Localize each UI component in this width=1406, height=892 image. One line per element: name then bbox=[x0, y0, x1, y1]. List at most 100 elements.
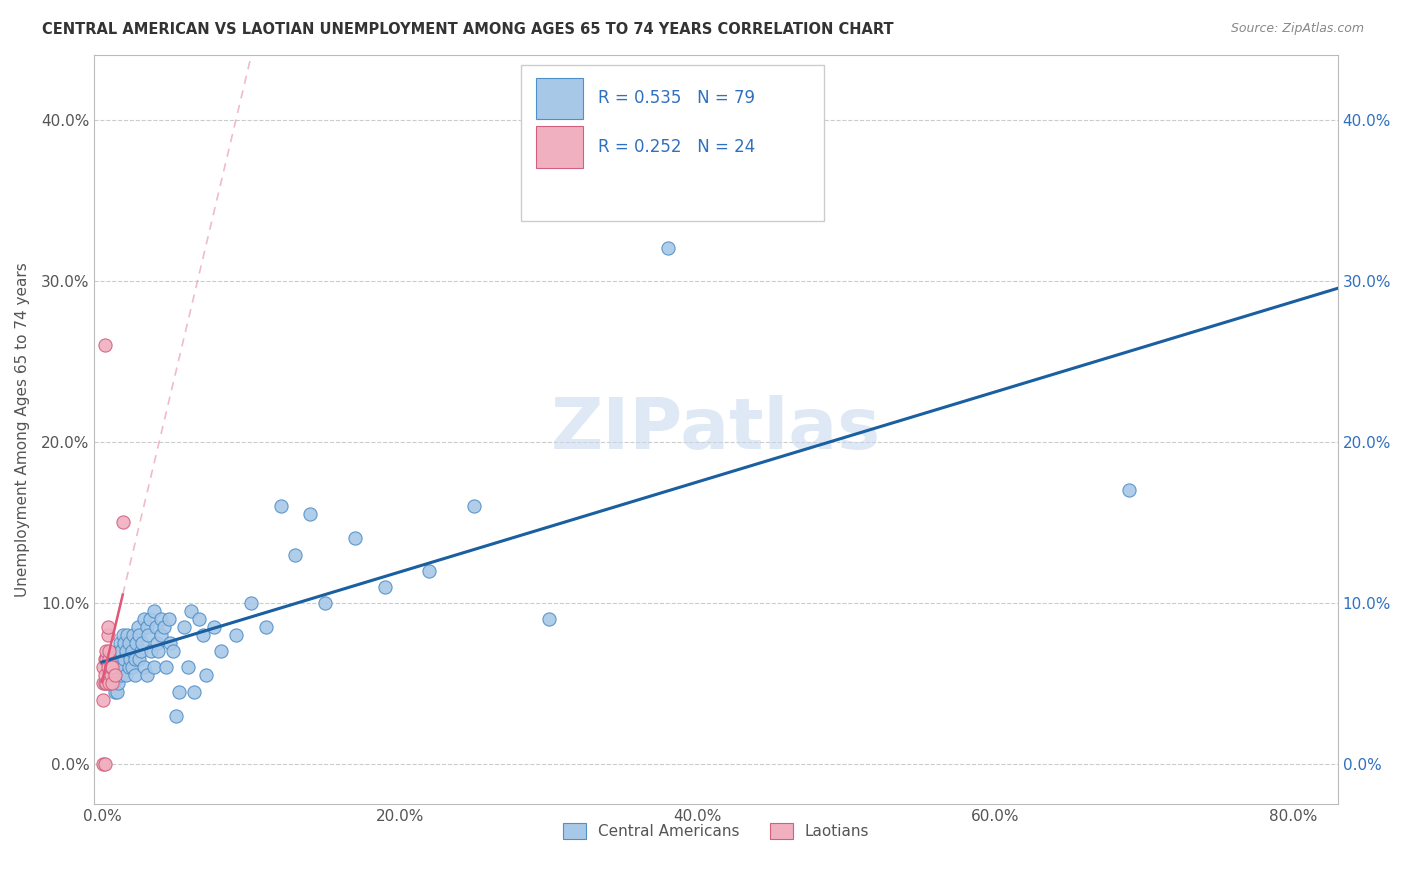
Point bbox=[94, 652, 117, 666]
Point bbox=[98, 676, 121, 690]
Point bbox=[143, 604, 166, 618]
Point bbox=[94, 757, 117, 772]
Point bbox=[150, 628, 173, 642]
Point bbox=[1118, 483, 1140, 497]
Point bbox=[93, 757, 115, 772]
Point bbox=[239, 596, 262, 610]
Point bbox=[132, 612, 155, 626]
Point bbox=[135, 620, 157, 634]
Point bbox=[139, 644, 162, 658]
Point bbox=[96, 652, 118, 666]
Point bbox=[93, 660, 115, 674]
Point bbox=[108, 660, 131, 674]
Point bbox=[118, 636, 141, 650]
Point bbox=[128, 652, 150, 666]
Point bbox=[103, 660, 125, 674]
Point bbox=[111, 628, 134, 642]
FancyBboxPatch shape bbox=[536, 127, 583, 168]
Point bbox=[98, 644, 121, 658]
FancyBboxPatch shape bbox=[520, 65, 824, 221]
Point bbox=[120, 652, 142, 666]
Point bbox=[110, 668, 132, 682]
Point bbox=[162, 644, 184, 658]
Point bbox=[153, 620, 176, 634]
Point bbox=[111, 660, 134, 674]
Point bbox=[105, 652, 128, 666]
Point bbox=[101, 668, 124, 682]
Point bbox=[165, 708, 187, 723]
Legend: Central Americans, Laotians: Central Americans, Laotians bbox=[557, 817, 876, 846]
Point bbox=[93, 676, 115, 690]
Point bbox=[93, 692, 115, 706]
Point bbox=[173, 620, 195, 634]
Point bbox=[104, 668, 127, 682]
Point bbox=[209, 644, 232, 658]
Point bbox=[107, 644, 129, 658]
Point bbox=[97, 620, 120, 634]
Point bbox=[94, 668, 117, 682]
Text: R = 0.252   N = 24: R = 0.252 N = 24 bbox=[598, 138, 755, 156]
Point bbox=[131, 636, 153, 650]
Point bbox=[129, 644, 152, 658]
Point bbox=[110, 644, 132, 658]
Point bbox=[115, 628, 138, 642]
Point bbox=[97, 660, 120, 674]
Point bbox=[138, 612, 160, 626]
Point bbox=[270, 500, 292, 514]
Point bbox=[98, 676, 121, 690]
Point bbox=[155, 660, 177, 674]
Point bbox=[107, 676, 129, 690]
Point bbox=[128, 628, 150, 642]
Point bbox=[284, 548, 307, 562]
Point bbox=[112, 636, 135, 650]
Text: Source: ZipAtlas.com: Source: ZipAtlas.com bbox=[1230, 22, 1364, 36]
Point bbox=[145, 620, 167, 634]
Point bbox=[100, 668, 122, 682]
Point bbox=[135, 668, 157, 682]
Point bbox=[121, 644, 143, 658]
Point bbox=[374, 580, 396, 594]
FancyBboxPatch shape bbox=[536, 78, 583, 119]
Point bbox=[96, 676, 118, 690]
Point bbox=[344, 532, 367, 546]
Point bbox=[202, 620, 225, 634]
Point bbox=[299, 508, 322, 522]
Point bbox=[105, 668, 128, 682]
Point bbox=[118, 660, 141, 674]
Point bbox=[101, 676, 124, 690]
Point bbox=[97, 628, 120, 642]
Point bbox=[143, 660, 166, 674]
Point bbox=[94, 676, 117, 690]
Point bbox=[104, 684, 127, 698]
Point bbox=[125, 636, 148, 650]
Point bbox=[418, 564, 440, 578]
Point bbox=[148, 644, 170, 658]
Text: R = 0.535   N = 79: R = 0.535 N = 79 bbox=[598, 89, 755, 107]
Point bbox=[187, 612, 209, 626]
Point bbox=[101, 660, 124, 674]
Point bbox=[96, 644, 118, 658]
Text: ZIPatlas: ZIPatlas bbox=[551, 395, 882, 464]
Y-axis label: Unemployment Among Ages 65 to 74 years: Unemployment Among Ages 65 to 74 years bbox=[15, 262, 30, 597]
Point bbox=[463, 500, 485, 514]
Point bbox=[169, 684, 191, 698]
Point bbox=[537, 612, 560, 626]
Point bbox=[157, 612, 180, 626]
Point bbox=[180, 604, 202, 618]
Point bbox=[159, 636, 181, 650]
Point bbox=[108, 636, 131, 650]
Point bbox=[177, 660, 200, 674]
Point bbox=[146, 636, 169, 650]
Point bbox=[124, 652, 146, 666]
Point bbox=[136, 628, 159, 642]
Text: CENTRAL AMERICAN VS LAOTIAN UNEMPLOYMENT AMONG AGES 65 TO 74 YEARS CORRELATION C: CENTRAL AMERICAN VS LAOTIAN UNEMPLOYMENT… bbox=[42, 22, 894, 37]
Point bbox=[657, 242, 679, 256]
Point bbox=[314, 596, 336, 610]
Point bbox=[121, 660, 143, 674]
Point bbox=[112, 652, 135, 666]
Point bbox=[98, 652, 121, 666]
Point bbox=[254, 620, 277, 634]
Point bbox=[183, 684, 205, 698]
Point bbox=[103, 676, 125, 690]
Point bbox=[195, 668, 218, 682]
